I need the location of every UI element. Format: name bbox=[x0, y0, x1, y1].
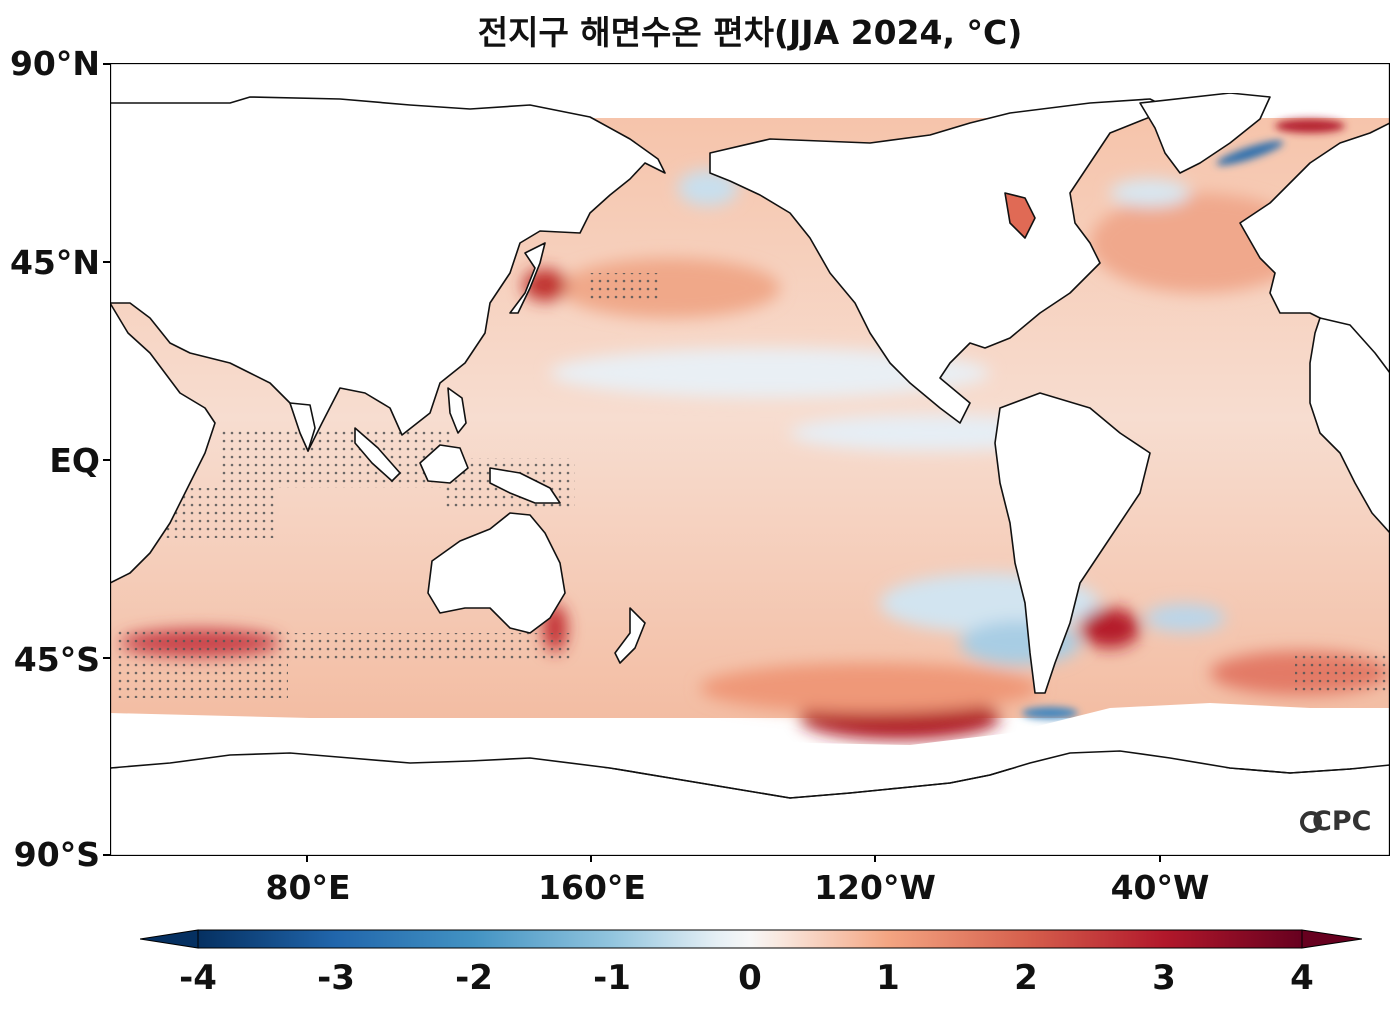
lon-label-80e: 80°E bbox=[265, 868, 351, 907]
cpc-logo-icon bbox=[1300, 811, 1322, 833]
lat-label-45s: 45°S bbox=[13, 640, 100, 679]
stipple-west-indian bbox=[166, 488, 276, 538]
land-africa-right bbox=[1309, 317, 1390, 534]
map-title: 전지구 해면수온 편차(JJA 2024, °C) bbox=[477, 13, 1023, 52]
land-new-zealand bbox=[614, 607, 646, 664]
tick-45n bbox=[103, 261, 110, 263]
lon-label-120w: 120°W bbox=[814, 868, 936, 907]
lat-label-90s: 90°S bbox=[13, 835, 100, 874]
stipple-southern-indian bbox=[118, 628, 288, 698]
colorbar-tick-label: 1 bbox=[876, 958, 900, 998]
tick-160e bbox=[590, 855, 592, 862]
tick-80e bbox=[306, 855, 308, 862]
antarctica-coast bbox=[110, 750, 1390, 799]
land-borneo bbox=[419, 444, 469, 484]
cpc-logo-text: CPC bbox=[1312, 806, 1372, 837]
colorbar-tick-label: -4 bbox=[179, 958, 217, 998]
lat-label-45n: 45°N bbox=[9, 243, 100, 282]
land-eurasia bbox=[110, 96, 666, 452]
anomaly-warm-south-pacific-broad bbox=[700, 663, 1040, 713]
tick-eq bbox=[103, 459, 110, 461]
tick-90n bbox=[103, 63, 110, 65]
anomaly-cool-labrador bbox=[1110, 179, 1190, 207]
tick-45s bbox=[103, 657, 110, 659]
colorbar-tick-label: 2 bbox=[1014, 958, 1038, 998]
sst-anomaly-map bbox=[110, 63, 1390, 856]
colorbar-max-extend bbox=[1301, 929, 1362, 949]
land-hudson-bay bbox=[1004, 192, 1036, 239]
colorbar-min-extend bbox=[140, 929, 199, 949]
colorbar bbox=[140, 929, 1362, 949]
anomaly-cold-drake-passage bbox=[1022, 707, 1078, 719]
anomaly-warm-barents bbox=[1275, 119, 1345, 133]
colorbar-gradient bbox=[197, 929, 1303, 949]
lon-label-40w: 40°W bbox=[1110, 868, 1210, 907]
land-africa bbox=[110, 302, 216, 584]
land-north-america bbox=[709, 98, 1171, 424]
lat-label-eq: EQ bbox=[49, 441, 100, 480]
stipple-south-indian-mid bbox=[280, 633, 570, 663]
tick-90s bbox=[103, 854, 110, 856]
colorbar-tick-label: 3 bbox=[1152, 958, 1176, 998]
lat-label-90n: 90°N bbox=[9, 44, 100, 83]
land-greenland bbox=[1139, 92, 1271, 174]
colorbar-tick-label: 0 bbox=[738, 958, 762, 998]
stipple-south-atlantic-east bbox=[1295, 653, 1390, 695]
colorbar-tick-label: -3 bbox=[317, 958, 355, 998]
land-japan bbox=[509, 242, 546, 314]
anomaly-cool-south-atlantic bbox=[1145, 604, 1225, 632]
colorbar-tick-label: -2 bbox=[455, 958, 493, 998]
land-south-america bbox=[994, 392, 1151, 694]
antarctic-nodata bbox=[110, 703, 1390, 768]
land-new-guinea bbox=[489, 467, 561, 504]
colorbar-tick-label: -1 bbox=[593, 958, 631, 998]
land-australia bbox=[427, 512, 566, 634]
lon-label-160e: 160°E bbox=[538, 868, 646, 907]
anomaly-cool-central-pacific bbox=[550, 348, 990, 398]
arctic-nodata bbox=[110, 63, 1390, 93]
anomaly-warm-southwest-atlantic bbox=[1080, 608, 1140, 648]
map-frame bbox=[110, 63, 1390, 856]
stipple-indian-ocean bbox=[220, 428, 450, 488]
colorbar-tick-label: 4 bbox=[1290, 958, 1314, 998]
land-india bbox=[289, 402, 316, 452]
land-philippines bbox=[447, 387, 467, 434]
tick-120w bbox=[874, 855, 876, 862]
tick-40w bbox=[1159, 855, 1161, 862]
stipple-kuroshio bbox=[590, 273, 660, 303]
anomaly-cold-greenland bbox=[1216, 140, 1284, 166]
land-sumatra bbox=[354, 427, 401, 482]
